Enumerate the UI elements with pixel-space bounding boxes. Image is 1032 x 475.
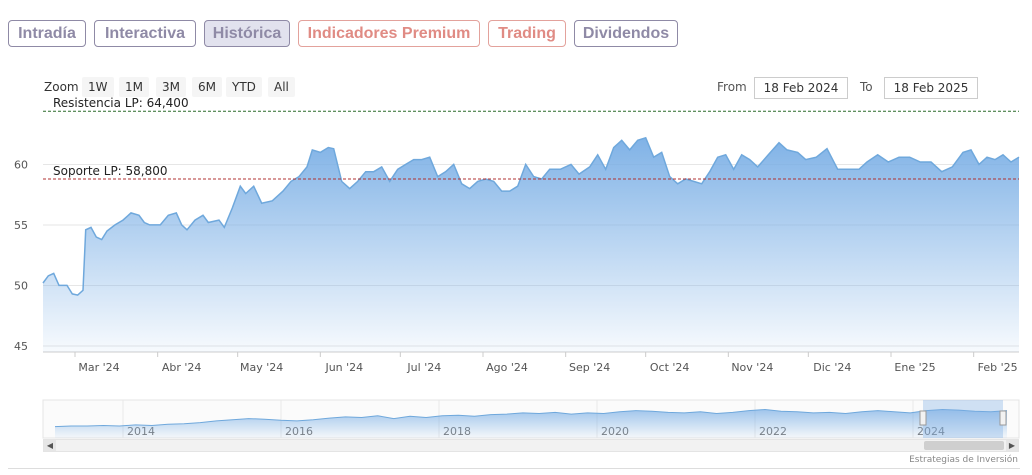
zoom-button-1w[interactable]: 1W [82,77,114,97]
y-tick-label: 50 [14,279,28,292]
credits: Estrategias de Inversión [909,455,1018,465]
x-tick-label: Ago '24 [486,361,528,374]
zoom-button-all[interactable]: All [268,77,295,97]
navigator-year-label: 2018 [443,425,471,438]
navigator-selection [923,400,1003,438]
tab-dividendos[interactable]: Dividendos [574,20,678,47]
navigator: 2014 2016 2018 2020 2022 2024 [42,399,1020,439]
navigator-area [55,409,1007,438]
y-tick-label: 60 [14,158,28,171]
navigator-frame [42,399,1020,439]
y-tick-label: 55 [14,219,28,232]
navigator-year-label: 2014 [127,425,155,438]
scroll-left-arrow-icon[interactable]: ◀ [44,440,56,451]
grid-lines [43,163,1019,353]
reference-line-label-0: Resistencia LP: 64,400 [53,96,189,110]
price-line [42,136,1020,296]
to-date-input[interactable]: 18 Feb 2025 [884,77,978,99]
y-axis: 45 50 55 60 [14,158,28,353]
x-axis: Mar '24 Abr '24 May '24 Jun '24 Jul '24 Ago '… [74,352,1018,374]
x-tick-label: Dic '24 [813,361,851,374]
tab-trading[interactable]: Trading [488,20,566,47]
zoom-button-1m[interactable]: 1M [119,77,149,97]
to-label: To [860,80,873,94]
zoom-button-6m[interactable]: 6M [192,77,222,97]
reference-lines: Resistencia LP: 64,400 Soporte LP: 58,800 [43,96,1019,180]
tab-indicadores-premium[interactable]: Indicadores Premium [298,20,480,47]
scrollbar-thumb[interactable] [924,441,1004,450]
scroll-right-arrow-icon[interactable]: ▶ [1006,440,1018,451]
x-tick-label: Sep '24 [569,361,610,374]
x-tick-label: Nov '24 [731,361,773,374]
zoom-label: Zoom [44,80,79,94]
x-tick-label: Mar '24 [78,361,119,374]
navigator-line [54,408,1008,428]
price-area [43,137,1019,352]
x-tick-label: May '24 [240,361,283,374]
x-tick-label: Ene '25 [894,361,935,374]
tab-hist-rica[interactable]: Histórica [204,20,290,47]
from-label: From [717,80,747,94]
y-tick-label: 45 [14,340,28,353]
navigator-scrollbar[interactable]: ◀ ▶ [43,439,1019,452]
x-tick-label: Abr '24 [162,361,202,374]
from-date-input[interactable]: 18 Feb 2024 [754,77,848,99]
footer-divider [8,468,1020,469]
navigator-year-label: 2022 [759,425,787,438]
zoom-button-3m[interactable]: 3M [156,77,186,97]
tab-intrad-a[interactable]: Intradía [8,20,86,47]
navigator-year-label: 2024 [917,425,945,438]
x-tick-label: Feb '25 [978,361,1018,374]
navigator-year-label: 2016 [285,425,313,438]
zoom-button-ytd[interactable]: YTD [226,77,262,97]
x-tick-label: Oct '24 [650,361,690,374]
x-tick-label: Jul '24 [406,361,441,374]
reference-line-label-1: Soporte LP: 58,800 [53,164,168,178]
navigator-year-label: 2020 [601,425,629,438]
navigator-right-handle-icon [999,410,1007,426]
navigator-left-handle-icon [919,410,927,426]
tab-interactiva[interactable]: Interactiva [94,20,196,47]
x-tick-label: Jun '24 [324,361,363,374]
